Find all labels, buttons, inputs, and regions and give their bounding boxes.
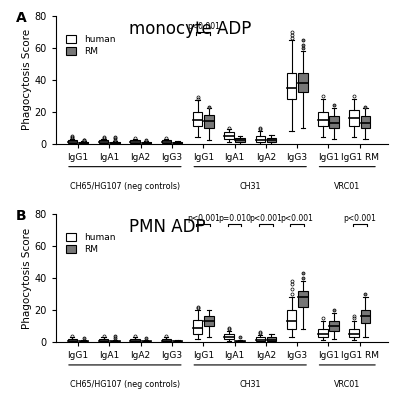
Bar [204,316,214,326]
Bar [350,329,359,337]
Bar [193,112,202,126]
Bar [224,334,234,339]
Bar [330,321,339,331]
Bar [361,310,370,323]
Text: CH65/HG107 (neg controls): CH65/HG107 (neg controls) [70,182,180,191]
Text: monocyte ADP: monocyte ADP [129,20,252,38]
Bar [224,132,234,139]
Text: A: A [16,11,27,25]
Bar [193,320,202,334]
Legend: human, RM: human, RM [64,231,117,256]
Bar [361,116,370,128]
Bar [256,337,265,341]
Text: p=0.010: p=0.010 [218,214,251,223]
Bar [287,73,296,99]
Bar [110,142,120,143]
Bar [318,329,328,337]
Text: PMN ADP: PMN ADP [129,218,206,236]
Bar [298,291,308,307]
Text: VRC01: VRC01 [334,380,360,389]
Text: CH65/HG107 (neg controls): CH65/HG107 (neg controls) [70,380,180,389]
Y-axis label: Phagocytosis Score: Phagocytosis Score [22,29,32,130]
Text: p<0.001: p<0.001 [250,214,282,223]
Bar [162,140,171,143]
Bar [68,339,77,342]
Bar [79,142,88,143]
Text: p<0.001: p<0.001 [187,22,220,31]
Bar [99,140,108,143]
Bar [142,142,151,143]
Bar [130,140,140,143]
Text: p<0.001: p<0.001 [281,214,314,223]
Bar [110,341,120,342]
Bar [79,341,88,342]
Bar [330,116,339,128]
Bar [256,136,265,142]
Legend: human, RM: human, RM [64,33,117,58]
Y-axis label: Phagocytosis Score: Phagocytosis Score [22,228,32,329]
Bar [236,138,245,142]
Bar [162,339,171,342]
Bar [173,142,182,143]
Text: CH31: CH31 [240,182,261,191]
Text: CH31: CH31 [240,380,261,389]
Bar [298,73,308,92]
Bar [318,112,328,126]
Text: B: B [16,209,27,223]
Bar [287,310,296,329]
Bar [267,138,276,142]
Bar [350,110,359,126]
Bar [130,339,140,342]
Text: p<0.001: p<0.001 [343,214,376,223]
Bar [68,140,77,143]
Bar [142,341,151,342]
Bar [267,337,276,341]
Text: VRC01: VRC01 [334,182,360,191]
Bar [236,341,245,342]
Bar [99,339,108,342]
Bar [204,115,214,128]
Text: p<0.001: p<0.001 [187,214,220,223]
Bar [173,341,182,342]
